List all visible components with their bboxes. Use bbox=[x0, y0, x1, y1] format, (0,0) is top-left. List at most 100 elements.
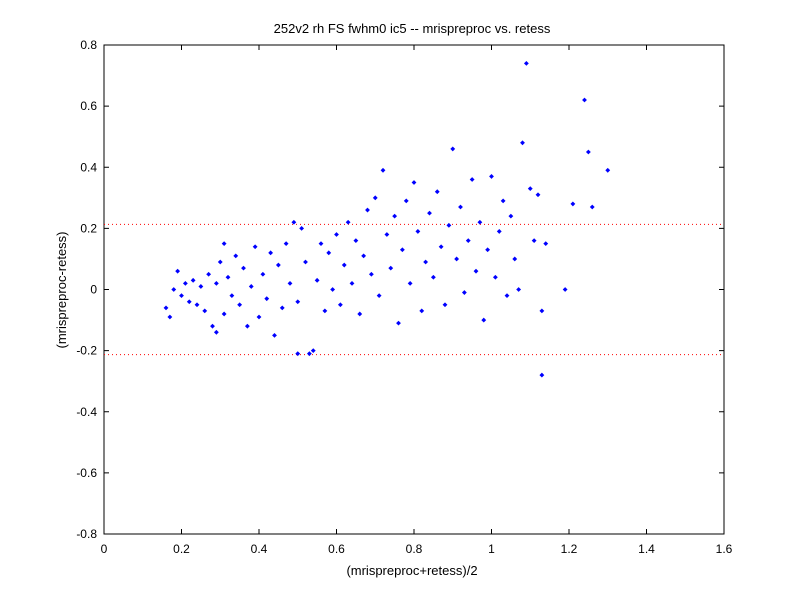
y-tick-label: -0.2 bbox=[76, 344, 97, 358]
data-point bbox=[605, 167, 611, 173]
data-point bbox=[477, 219, 483, 225]
x-axis-title: (mrispreproc+retess)/2 bbox=[346, 563, 477, 578]
data-point bbox=[287, 280, 293, 286]
data-point bbox=[520, 140, 525, 146]
data-point bbox=[186, 299, 192, 305]
y-tick-label: 0.2 bbox=[80, 221, 97, 235]
data-point bbox=[469, 177, 475, 182]
data-point bbox=[589, 204, 595, 210]
data-point bbox=[264, 296, 270, 302]
data-point bbox=[399, 247, 405, 253]
data-point bbox=[485, 247, 491, 253]
data-point bbox=[543, 241, 549, 247]
x-axis-ticks: 0 0.2 0.4 0.6 0.8 1 1.2 1.4 1.6 bbox=[101, 45, 733, 556]
data-point bbox=[194, 302, 200, 308]
data-point bbox=[527, 186, 533, 192]
data-point bbox=[299, 225, 305, 231]
y-tick-label: -0.6 bbox=[76, 466, 97, 480]
data-point bbox=[260, 271, 266, 277]
data-point bbox=[221, 311, 227, 317]
data-point bbox=[237, 302, 243, 308]
data-point bbox=[388, 265, 394, 271]
data-point bbox=[206, 271, 212, 277]
data-point bbox=[179, 293, 184, 299]
data-point bbox=[500, 198, 506, 204]
data-point bbox=[213, 280, 219, 286]
data-point bbox=[481, 317, 487, 323]
data-point bbox=[512, 256, 518, 262]
data-point bbox=[233, 253, 239, 259]
data-point bbox=[326, 250, 332, 256]
data-point bbox=[392, 213, 398, 219]
data-point bbox=[268, 250, 274, 256]
data-point bbox=[310, 348, 316, 354]
data-point bbox=[450, 146, 456, 152]
data-point bbox=[272, 332, 277, 338]
data-point bbox=[508, 213, 514, 219]
data-point bbox=[434, 189, 440, 195]
data-point bbox=[504, 293, 510, 299]
data-point bbox=[337, 302, 343, 308]
data-point bbox=[407, 280, 413, 286]
data-point bbox=[314, 277, 320, 283]
data-point bbox=[303, 259, 308, 265]
data-point bbox=[368, 271, 374, 277]
data-point bbox=[516, 287, 522, 292]
data-point bbox=[496, 229, 502, 234]
data-point bbox=[376, 293, 382, 299]
data-point bbox=[562, 287, 568, 292]
data-point bbox=[295, 299, 301, 305]
x-tick-label: 1.6 bbox=[716, 542, 733, 556]
data-point bbox=[345, 219, 351, 225]
x-tick-label: 0.8 bbox=[406, 542, 423, 556]
y-tick-label: 0.8 bbox=[80, 38, 97, 52]
data-point bbox=[167, 314, 173, 320]
data-point bbox=[306, 351, 312, 357]
data-point bbox=[423, 259, 429, 265]
x-tick-label: 1 bbox=[488, 542, 495, 556]
reference-lines bbox=[104, 223, 724, 356]
data-point bbox=[384, 232, 390, 237]
data-point bbox=[531, 238, 537, 243]
data-point bbox=[438, 244, 444, 250]
y-tick-label: -0.4 bbox=[76, 405, 97, 419]
data-point bbox=[415, 229, 421, 234]
y-tick-label: 0.4 bbox=[80, 160, 97, 174]
data-point bbox=[361, 253, 367, 259]
data-point bbox=[175, 268, 181, 274]
data-point bbox=[357, 311, 363, 317]
data-point bbox=[221, 241, 227, 247]
data-point bbox=[372, 195, 378, 201]
data-point bbox=[291, 219, 297, 225]
x-tick-label: 0 bbox=[101, 542, 108, 556]
data-point bbox=[225, 274, 231, 280]
data-point bbox=[198, 284, 204, 289]
data-point bbox=[539, 308, 545, 314]
data-point bbox=[539, 372, 545, 378]
data-point bbox=[403, 198, 409, 204]
data-points bbox=[163, 60, 611, 378]
data-point bbox=[365, 207, 370, 213]
data-point bbox=[492, 274, 498, 280]
data-point bbox=[458, 204, 463, 210]
data-point bbox=[396, 320, 401, 326]
y-tick-label: -0.8 bbox=[76, 527, 97, 541]
data-point bbox=[473, 268, 479, 274]
data-point bbox=[217, 259, 223, 265]
data-point bbox=[252, 244, 258, 250]
x-tick-label: 1.4 bbox=[638, 542, 655, 556]
chart-title: 252v2 rh FS fwhm0 ic5 -- mrispreproc vs.… bbox=[274, 21, 551, 36]
x-tick-label: 1.2 bbox=[561, 542, 578, 556]
data-point bbox=[465, 238, 471, 243]
y-axis-title: (mrispreproc-retess) bbox=[54, 231, 69, 348]
data-point bbox=[334, 232, 339, 237]
data-point bbox=[210, 323, 215, 329]
data-point bbox=[419, 308, 425, 314]
x-tick-label: 0.2 bbox=[173, 542, 190, 556]
data-point bbox=[190, 277, 196, 283]
data-point bbox=[570, 201, 576, 207]
data-point bbox=[341, 262, 347, 268]
data-point bbox=[213, 329, 219, 335]
